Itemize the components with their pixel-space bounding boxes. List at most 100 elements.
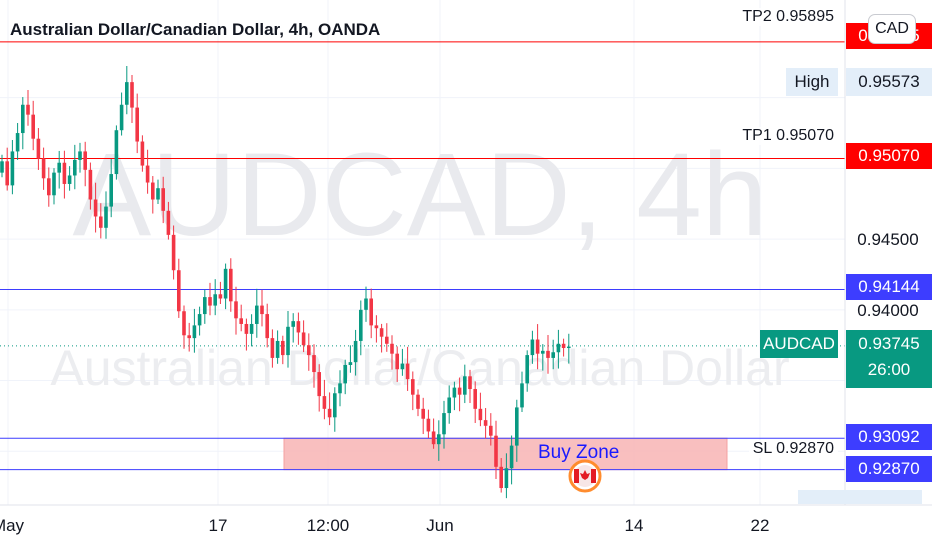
candle-body [135, 107, 139, 142]
candle-body [369, 298, 373, 326]
candle-body [145, 165, 150, 183]
candle-body [104, 206, 108, 228]
candle-body [520, 383, 524, 408]
candle-body [197, 314, 202, 326]
candle-body [343, 364, 347, 384]
candle-body [364, 298, 368, 310]
maple-leaf-icon [580, 470, 590, 480]
high-label: High [786, 68, 838, 96]
candle-body [400, 363, 405, 370]
candle-body [379, 328, 384, 337]
candle-body [333, 393, 337, 418]
candle-body [327, 408, 332, 418]
candle-body [151, 182, 155, 200]
candle-body [551, 352, 555, 358]
candle-body [338, 383, 342, 394]
watermark-description: Australian Dollar/Canadian Dollar [50, 340, 789, 396]
candle-body [395, 353, 399, 370]
candle-body [411, 379, 415, 395]
candle-body [509, 445, 514, 469]
flag-band-right [591, 469, 596, 483]
candle-body [114, 130, 119, 175]
candle-body [255, 305, 259, 324]
candle-body [0, 161, 4, 173]
candle-body [473, 389, 477, 409]
sl-label: SL 0.92870 [748, 440, 838, 458]
candle-body [166, 210, 171, 235]
candle-body [530, 339, 535, 356]
buy-zone-label: Buy Zone [538, 442, 620, 463]
x-tick-label: 22 [751, 516, 770, 535]
current-price: 0.93745 [858, 334, 920, 353]
candle-body [140, 141, 145, 166]
candle-body [483, 420, 488, 426]
candle-body [21, 104, 25, 134]
candle-body [88, 169, 93, 200]
horizontal-lines[interactable] [0, 41, 845, 471]
sl-price-tag: 0.92870 [846, 456, 932, 482]
candle-body [26, 104, 30, 115]
candle-body [494, 435, 498, 467]
watermark-symbol: AUDCAD, 4h [72, 129, 767, 261]
candle-body [130, 82, 134, 108]
candle-body [156, 188, 160, 200]
candle-body [208, 297, 212, 306]
candle-body [317, 372, 321, 397]
candle-body [567, 346, 571, 349]
candle-body [291, 321, 295, 327]
candle-body [78, 151, 82, 160]
candle-body [452, 387, 457, 398]
candle-body [52, 172, 56, 196]
candle-body [229, 268, 233, 302]
x-tick-label: 12:00 [307, 516, 350, 535]
candle-body [301, 332, 306, 346]
candle-body [99, 216, 103, 228]
candle-body [192, 325, 197, 339]
candle-body [187, 335, 191, 339]
candle-body [541, 350, 545, 354]
buy-zone-rect [283, 437, 728, 471]
x-tick-label: 17 [209, 516, 228, 535]
candle-body [556, 343, 561, 353]
candle-body [426, 418, 431, 432]
x-tick-label: 14 [625, 516, 644, 535]
candle-body [41, 158, 46, 179]
candle-body [353, 340, 358, 363]
candle-body [249, 323, 254, 334]
candle-body [499, 466, 503, 489]
candle-body [5, 161, 9, 186]
candle-body [296, 321, 301, 333]
candle-body [47, 178, 51, 196]
currency-button[interactable]: CAD [868, 14, 916, 44]
axis-corner [798, 490, 922, 504]
candle-body [421, 408, 425, 419]
candle-body [239, 318, 243, 324]
candle-body [109, 174, 113, 207]
y-tick-label: 0.94000 [857, 301, 918, 320]
candle-body [119, 104, 124, 131]
tp1-label: TP1 0.95070 [738, 127, 838, 145]
buy-zone[interactable] [283, 437, 728, 471]
candle-body [431, 431, 436, 445]
candle-body [546, 350, 550, 358]
x-tick-label: May [0, 516, 25, 535]
candle-body [223, 268, 228, 299]
candle-body [161, 188, 165, 211]
candle-body [463, 376, 467, 395]
candle-body [125, 82, 129, 105]
candle-body [525, 355, 529, 384]
y-axis: 0.94500 0.94000 [844, 0, 919, 505]
candle-body [322, 396, 327, 409]
candle-body [515, 407, 519, 446]
candle-body [390, 343, 394, 354]
candle-body [374, 325, 379, 329]
candle-body [260, 305, 264, 315]
candle-body [312, 355, 316, 373]
zone-top-price-tag: 0.93092 [846, 424, 932, 450]
candle-body [62, 162, 67, 184]
chart-title: Australian Dollar/Canadian Dollar, 4h, O… [10, 20, 381, 39]
candle-body [416, 394, 420, 409]
resistance-price-tag: 0.94144 [846, 274, 932, 300]
